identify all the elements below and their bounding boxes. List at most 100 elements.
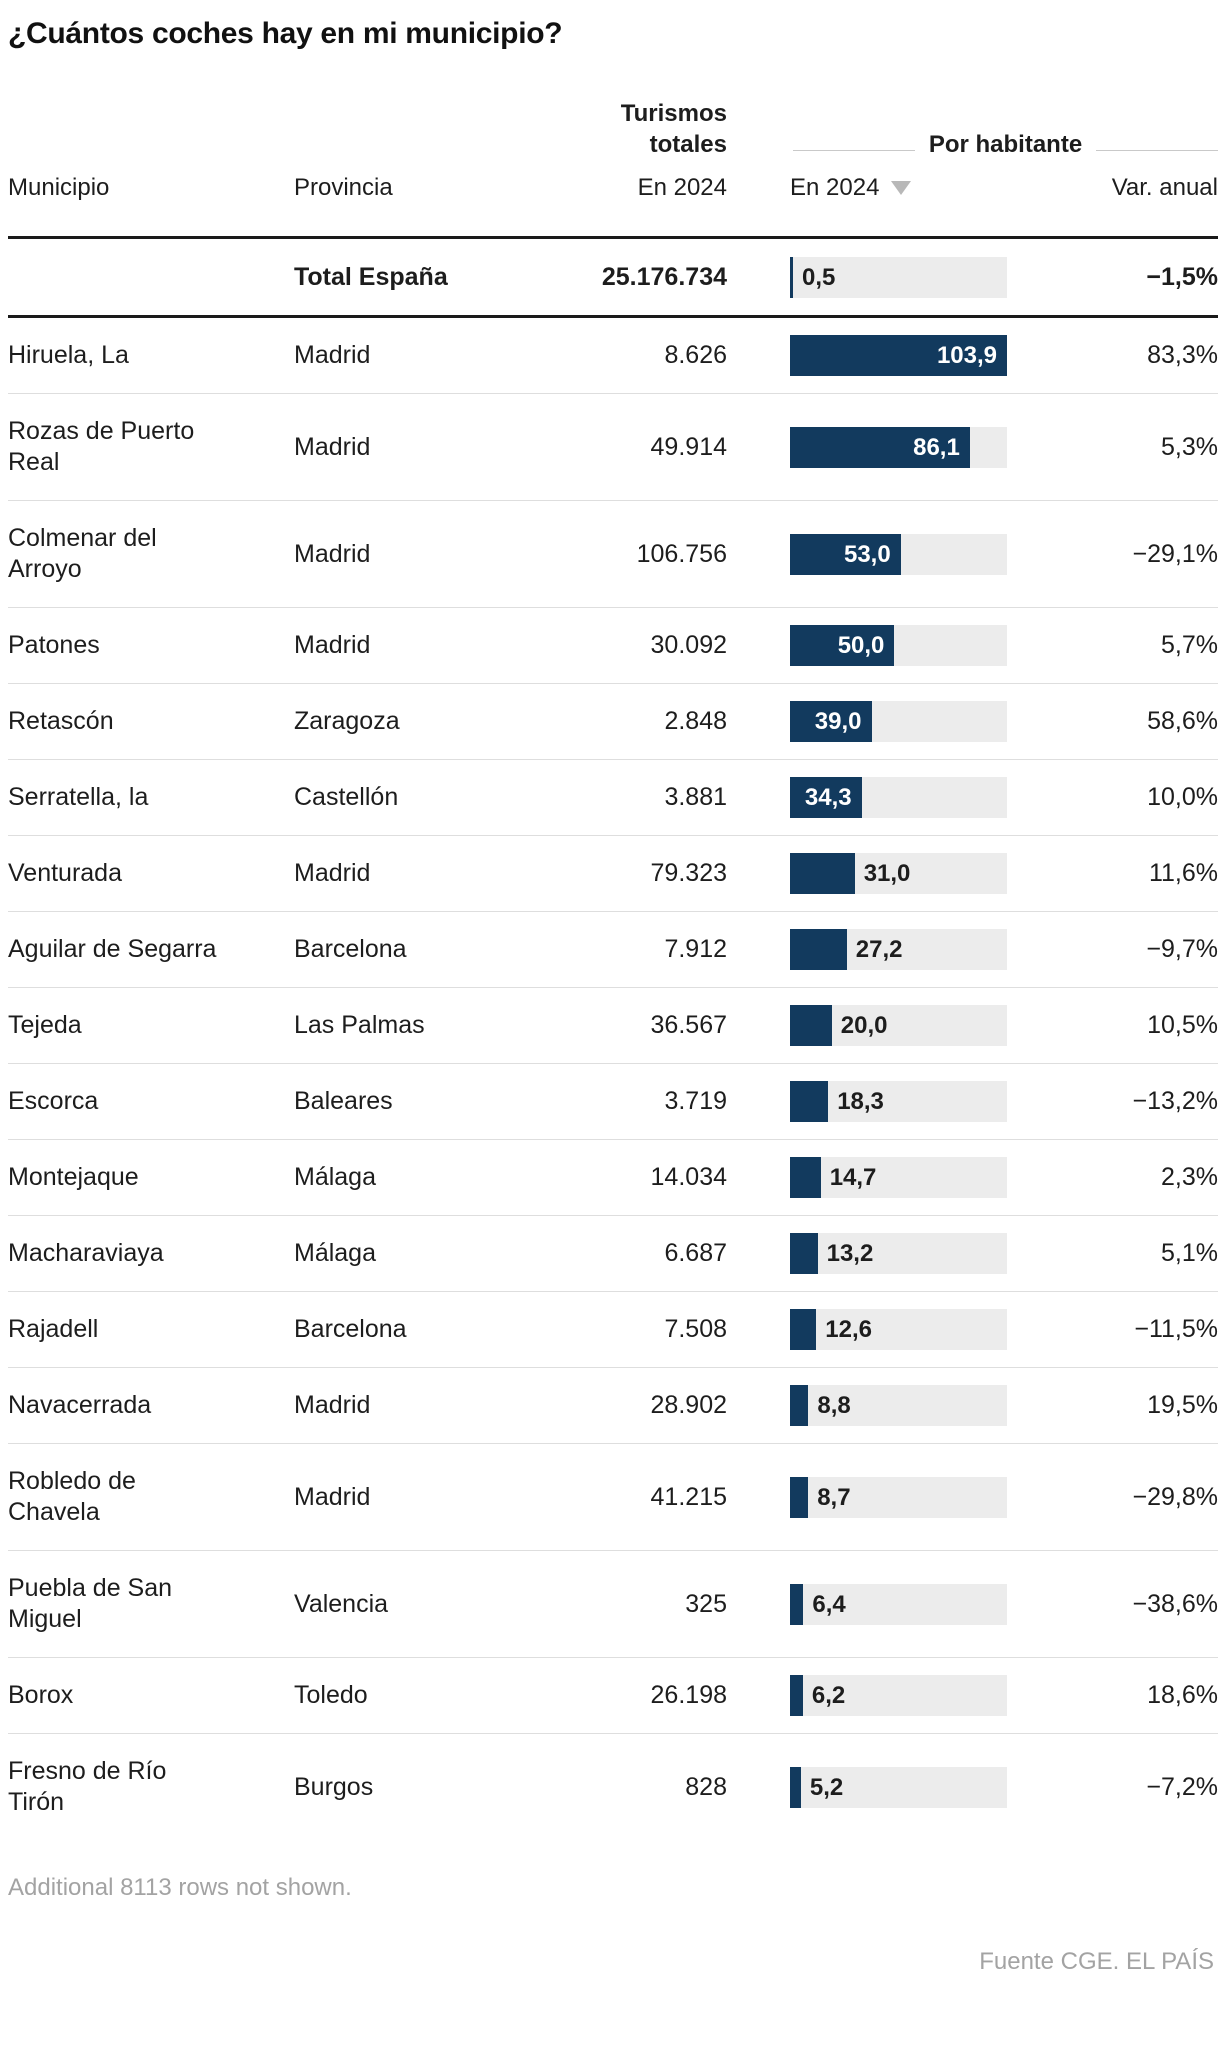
per-capita-bar-track: 86,1 [790,426,1007,468]
per-capita-bar [790,625,895,666]
provincia-cell: Zaragoza [294,707,400,735]
source-credit: Fuente CGE. EL PAÍS [979,1948,1214,1975]
per-capita-value: 86,1 [913,433,960,461]
table-row: Retascón Zaragoza 2.848 39,0 58,6% [8,683,1218,759]
table-row: Serratella, la Castellón 3.881 34,3 10,0… [8,759,1218,835]
var-anual-cell: 5,3% [1161,432,1218,461]
per-capita-bar-track: 6,2 [790,1675,1007,1716]
municipio-cell: Escorca [8,1087,99,1115]
total-var-anual-value: −1,5% [1146,262,1218,291]
per-capita-bar-track: 34,3 [790,777,1007,818]
municipio-cell: Venturada [8,859,122,887]
var-anual-cell: 18,6% [1147,1681,1218,1709]
turismos-cell: 49.914 [650,432,727,461]
table-row: Puebla de San Miguel Valencia 325 6,4 −3… [8,1550,1218,1657]
per-capita-bar [790,1766,801,1808]
per-capita-bar [790,701,872,742]
per-capita-bar-track: 12,6 [790,1309,1007,1350]
var-anual-cell: −13,2% [1132,1087,1219,1115]
per-capita-bar-track: 53,0 [790,533,1007,575]
per-capita-bar-track: 14,7 [790,1157,1007,1198]
municipio-cell: Rajadell [8,1315,99,1343]
por-habitante-group-header: Por habitante [727,129,1219,160]
per-capita-bar [790,1157,821,1198]
table-row: Hiruela, La Madrid 8.626 103,9 83,3% [8,318,1218,393]
provincia-cell: Madrid [294,341,371,369]
per-capita-bar [790,426,970,468]
provincia-cell: Madrid [294,1391,371,1419]
per-capita-value: 53,0 [843,540,891,568]
per-capita-bar [790,1476,809,1518]
per-capita-value: 8,7 [817,1483,851,1511]
table-row: Macharaviaya Málaga 6.687 13,2 5,1% [8,1215,1218,1291]
table-row: Rajadell Barcelona 7.508 12,6 −11,5% [8,1291,1218,1367]
turismos-cell: 8.626 [664,341,727,369]
var-anual-cell: 10,5% [1147,1011,1218,1039]
per-capita-bar-track: 103,9 [790,335,1007,376]
table-row: Rozas de Puerto Real Madrid 49.914 86,1 … [8,393,1218,500]
per-capita-value: 13,2 [826,1240,874,1267]
per-capita-bar [790,1309,817,1350]
per-capita-bar [790,1583,804,1625]
per-capita-value: 6,4 [812,1590,846,1618]
per-capita-bar-track: 18,3 [790,1081,1007,1122]
provincia-cell: Toledo [294,1681,368,1709]
per-capita-bar-track: 8,8 [790,1385,1007,1426]
turismos-cell: 6.687 [664,1239,727,1267]
table-body: Hiruela, La Madrid 8.626 103,9 83,3% Roz… [8,318,1218,1840]
turismos-cell: 2.848 [664,707,727,735]
table-row: Patones Madrid 30.092 50,0 5,7% [8,607,1218,683]
per-capita-value: 12,6 [825,1316,873,1343]
per-capita-value: 34,3 [804,784,852,811]
per-capita-bar [790,1081,829,1122]
var-anual-cell: −38,6% [1132,1589,1219,1618]
por-habitante-label: Por habitante [928,131,1083,158]
total-per-capita-value: 0,5 [802,263,836,291]
municipio-cell: Puebla de San Miguel [8,1574,173,1633]
table-row: Robledo de Chavela Madrid 41.215 8,7 −29… [8,1443,1218,1550]
provincia-cell: Castellón [294,783,399,811]
column-header-municipio[interactable]: Municipio [8,174,110,201]
column-header-var-anual[interactable]: Var. anual [1111,174,1218,201]
per-capita-bar-track: 5,2 [790,1766,1007,1808]
per-capita-bar [790,1675,803,1716]
provincia-cell: Barcelona [294,1315,407,1343]
per-capita-bar [790,853,855,894]
turismos-cell: 41.215 [650,1482,727,1511]
per-capita-value: 31,0 [863,860,911,887]
turismos-cell: 106.756 [636,539,727,568]
per-capita-bar [790,929,847,970]
var-anual-cell: −7,2% [1146,1772,1218,1801]
table-row: Colmenar del Arroyo Madrid 106.756 53,0 … [8,500,1218,607]
per-capita-value: 50,0 [837,632,885,659]
table-row: Navacerrada Madrid 28.902 8,8 19,5% [8,1367,1218,1443]
turismos-cell: 7.508 [664,1315,727,1343]
var-anual-cell: 19,5% [1147,1391,1218,1419]
per-capita-value: 5,2 [809,1773,844,1801]
turismos-cell: 26.198 [650,1681,727,1709]
provincia-cell: Madrid [294,631,371,659]
per-capita-bar [790,1005,832,1046]
municipio-cell: Colmenar del Arroyo [8,524,157,583]
column-header-turismos-2024[interactable]: En 2024 [637,174,727,201]
provincia-cell: Málaga [294,1163,376,1191]
var-anual-cell: −29,8% [1132,1482,1219,1511]
column-header-provincia[interactable]: Provincia [294,174,393,201]
var-anual-cell: 58,6% [1147,707,1218,735]
turismos-cell: 14.034 [650,1163,727,1191]
var-anual-cell: −9,7% [1146,935,1218,963]
total-label: Total España [294,262,448,291]
var-anual-cell: −11,5% [1134,1315,1218,1343]
per-capita-bar-track: 31,0 [790,853,1007,894]
provincia-cell: Burgos [294,1772,374,1801]
per-capita-bar [790,777,862,818]
per-capita-bar [790,335,1007,376]
municipio-cell: Macharaviaya [8,1239,164,1267]
municipio-cell: Fresno de Río Tirón [8,1757,167,1816]
provincia-cell: Las Palmas [294,1011,425,1039]
turismos-cell: 7.912 [664,935,727,963]
turismos-cell: 30.092 [650,631,727,659]
column-header-per-capita-2024[interactable]: En 2024 [727,174,1007,202]
per-capita-bar-track: 27,2 [790,929,1007,970]
